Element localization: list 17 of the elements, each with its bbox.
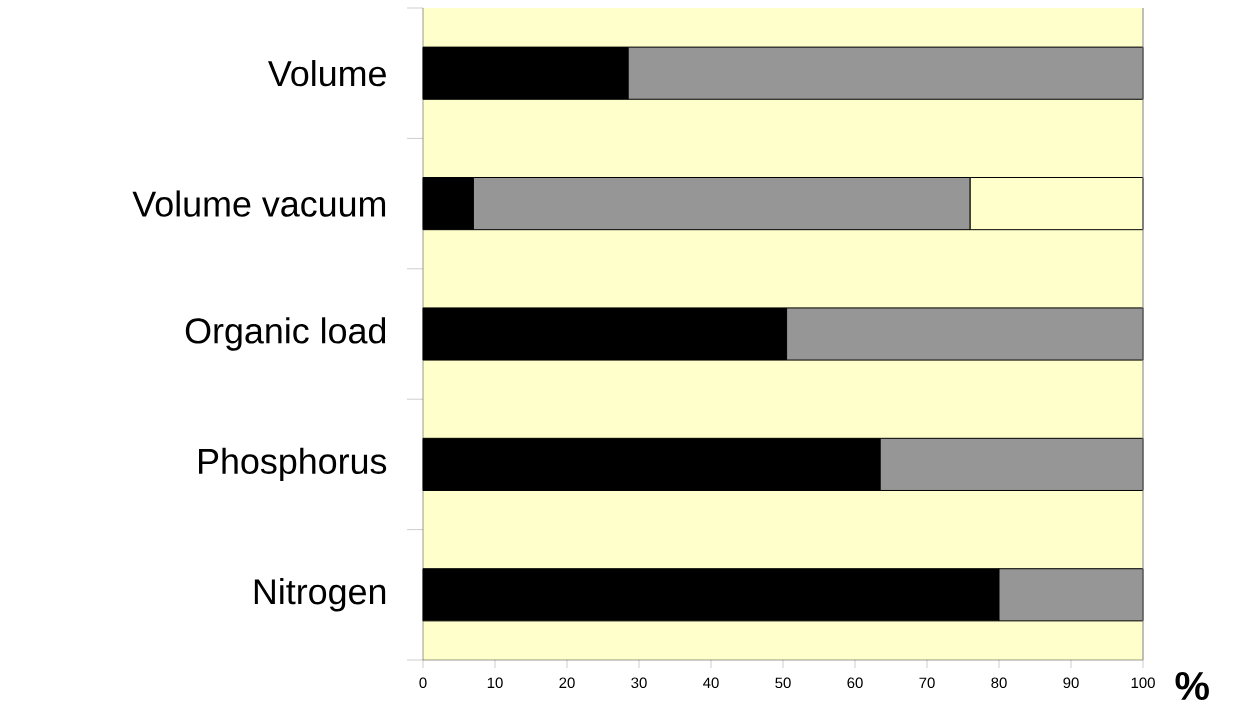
x-tick-label: 10 xyxy=(487,677,503,689)
y-tick-label: Nitrogen xyxy=(254,578,386,612)
x-tick-label: 50 xyxy=(775,677,791,689)
y-tick-label: Volume xyxy=(268,60,386,87)
x-tick-label: 90 xyxy=(1063,677,1079,689)
x-axis-title: % xyxy=(1175,671,1209,701)
x-tick-label: 20 xyxy=(559,677,575,689)
y-tick-label: Phosphorus xyxy=(199,447,387,482)
x-tick-label: 70 xyxy=(919,677,935,689)
y-tick-label: Organic load xyxy=(185,317,386,351)
x-tick-label: 60 xyxy=(847,677,863,689)
x-tick-label: 40 xyxy=(703,677,719,689)
y-tick-label: Volume vacuum xyxy=(132,190,386,217)
x-tick-label: 30 xyxy=(631,677,647,689)
x-tick-label: 0 xyxy=(419,677,427,689)
x-tick-label: 80 xyxy=(991,677,1007,689)
x-tick-label: 100 xyxy=(1131,677,1155,689)
